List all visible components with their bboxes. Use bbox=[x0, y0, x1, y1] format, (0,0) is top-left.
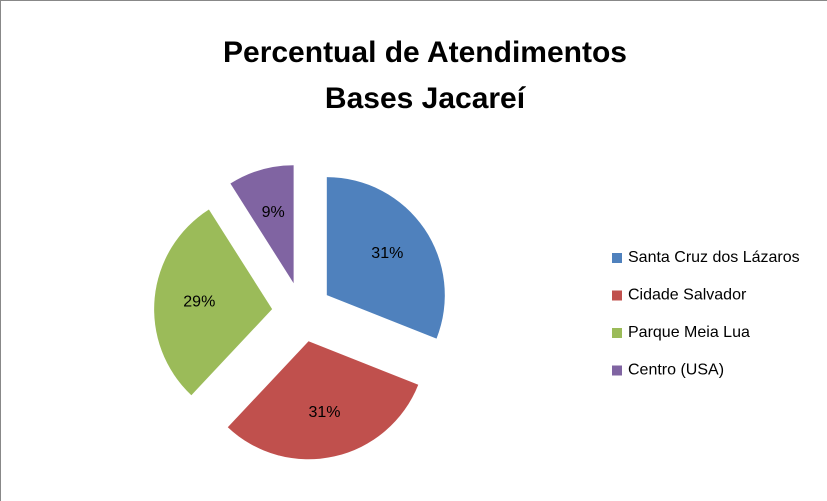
chart-title: Percentual de Atendimentos bbox=[223, 36, 627, 69]
pie-slice bbox=[230, 165, 294, 284]
pie-slice bbox=[227, 341, 419, 460]
data-label: 31% bbox=[371, 245, 403, 262]
legend-swatch bbox=[612, 253, 622, 263]
data-label: 31% bbox=[308, 404, 340, 421]
legend-swatch bbox=[612, 290, 622, 301]
legend-label: Cidade Salvador bbox=[628, 287, 747, 304]
data-label: 9% bbox=[262, 204, 285, 221]
legend-swatch bbox=[612, 328, 622, 338]
pie-slice bbox=[326, 177, 445, 339]
pie-slice bbox=[154, 209, 273, 396]
legend-label: Santa Cruz dos Lázaros bbox=[628, 249, 800, 266]
legend-label: Centro (USA) bbox=[628, 362, 724, 379]
data-label: 29% bbox=[183, 294, 215, 311]
legend-label: Parque Meia Lua bbox=[628, 324, 750, 341]
chart-title: Bases Jacareí bbox=[325, 82, 527, 115]
legend-swatch bbox=[612, 365, 622, 376]
